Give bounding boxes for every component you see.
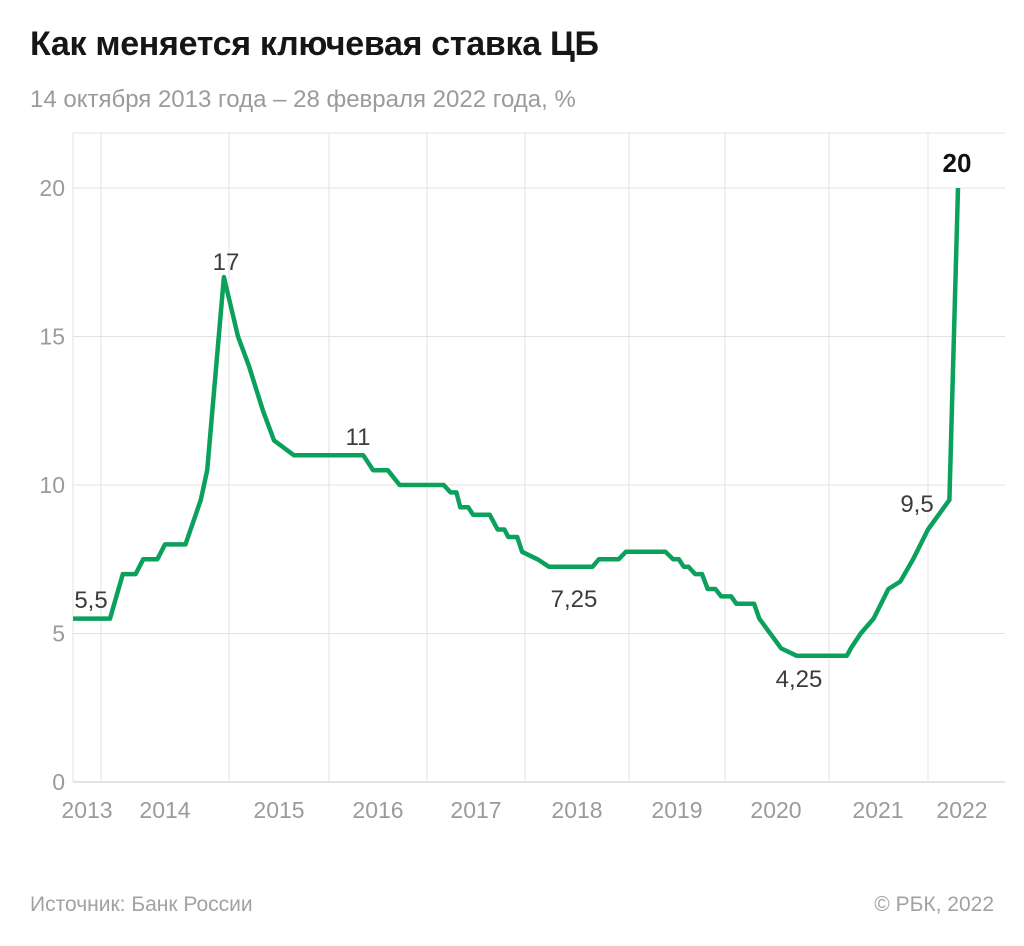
- y-tick-label-20: 20: [39, 175, 65, 201]
- source-credit: Источник: Банк России: [30, 893, 253, 916]
- point-label-5.5: 5,5: [74, 587, 107, 614]
- page-title: Как меняется ключевая ставка ЦБ: [30, 25, 599, 63]
- key-rate-line: [73, 187, 961, 659]
- point-label-7.25: 7,25: [551, 586, 598, 613]
- page-subtitle: 14 октября 2013 года – 28 февраля 2022 г…: [30, 86, 576, 113]
- x-tick-label-2016: 2016: [352, 797, 403, 823]
- x-tick-label-2018: 2018: [551, 797, 602, 823]
- y-tick-label-5: 5: [52, 621, 65, 647]
- y-tick-label-15: 15: [39, 324, 65, 350]
- x-tick-label-2021: 2021: [852, 797, 903, 823]
- point-label-17: 17: [213, 249, 240, 276]
- point-label-11: 11: [346, 424, 371, 451]
- x-tick-label-2013: 2013: [61, 797, 112, 823]
- x-tick-label-2019: 2019: [651, 797, 702, 823]
- point-label-9.5: 9,5: [900, 491, 933, 518]
- copyright-notice: © РБК, 2022: [874, 893, 994, 916]
- x-tick-label-2015: 2015: [253, 797, 304, 823]
- point-label-20: 20: [943, 148, 972, 178]
- point-label-4.25: 4,25: [776, 666, 823, 693]
- x-tick-label-2022: 2022: [936, 797, 987, 823]
- y-tick-label-10: 10: [39, 472, 65, 498]
- y-tick-label-0: 0: [52, 769, 65, 795]
- x-tick-label-2014: 2014: [139, 797, 190, 823]
- x-tick-label-2017: 2017: [450, 797, 501, 823]
- x-tick-label-2020: 2020: [750, 797, 801, 823]
